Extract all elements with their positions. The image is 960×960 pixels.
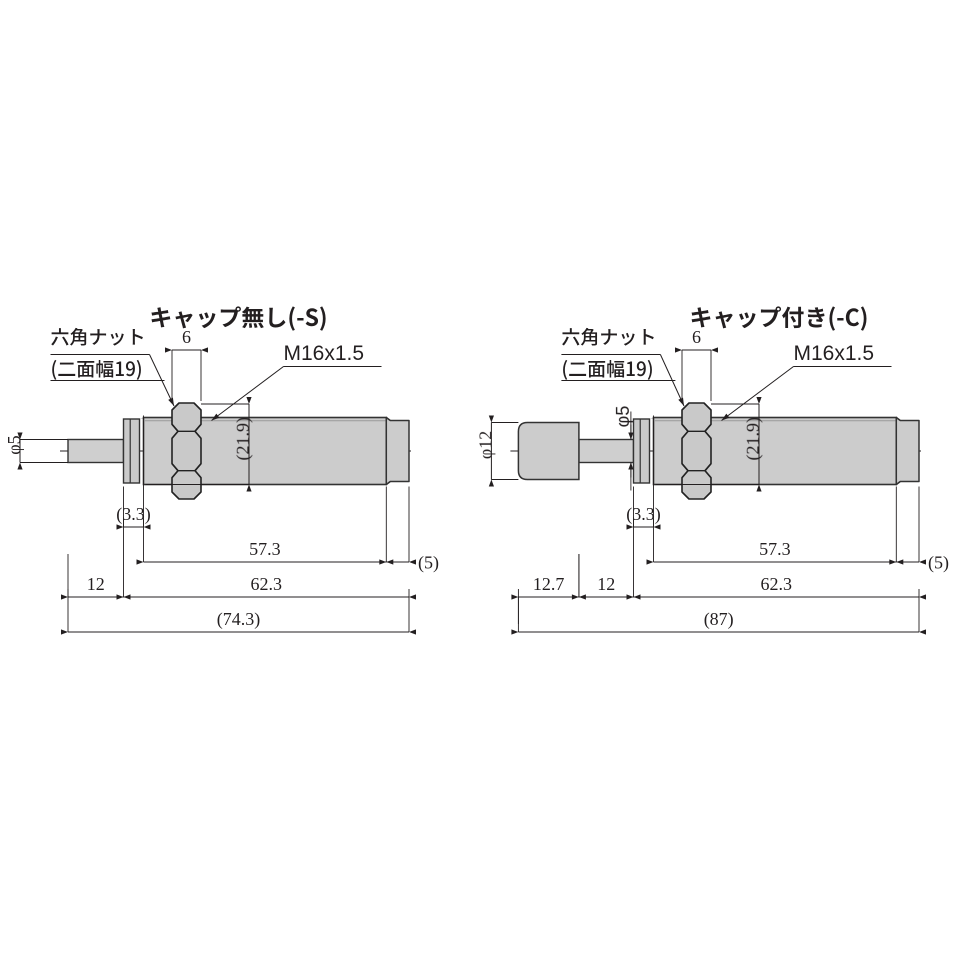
svg-text:6: 6 (182, 327, 191, 347)
svg-text:六角ナット: 六角ナット (561, 323, 656, 350)
svg-text:(21.9): (21.9) (233, 417, 254, 461)
svg-text:(5): (5) (928, 553, 949, 574)
svg-text:12: 12 (597, 574, 615, 594)
svg-text:φ12: φ12 (475, 431, 495, 459)
svg-text:(87): (87) (704, 609, 734, 630)
svg-text:φ5: φ5 (613, 406, 633, 428)
svg-text:12.7: 12.7 (533, 574, 565, 594)
svg-text:62.3: 62.3 (251, 574, 283, 594)
svg-text:6: 6 (692, 327, 701, 347)
svg-text:(3.3): (3.3) (626, 504, 661, 525)
svg-text:57.3: 57.3 (249, 539, 281, 559)
svg-text:キャップ付き(-C): キャップ付き(-C) (689, 299, 868, 333)
svg-text:(74.3): (74.3) (217, 609, 261, 630)
svg-text:62.3: 62.3 (761, 574, 793, 594)
svg-text:六角ナット: 六角ナット (51, 323, 146, 350)
svg-text:M16x1.5: M16x1.5 (794, 342, 875, 365)
svg-text:(5): (5) (418, 553, 439, 574)
svg-text:12: 12 (87, 574, 105, 594)
svg-text:φ5: φ5 (4, 435, 24, 454)
svg-text:(二面幅19): (二面幅19) (561, 355, 653, 382)
svg-text:(3.3): (3.3) (116, 504, 151, 525)
svg-text:M16x1.5: M16x1.5 (284, 342, 365, 365)
svg-text:(二面幅19): (二面幅19) (51, 355, 143, 382)
svg-text:キャップ無し(-S): キャップ無し(-S) (149, 299, 327, 333)
svg-text:57.3: 57.3 (759, 539, 791, 559)
svg-text:(21.9): (21.9) (743, 417, 764, 461)
